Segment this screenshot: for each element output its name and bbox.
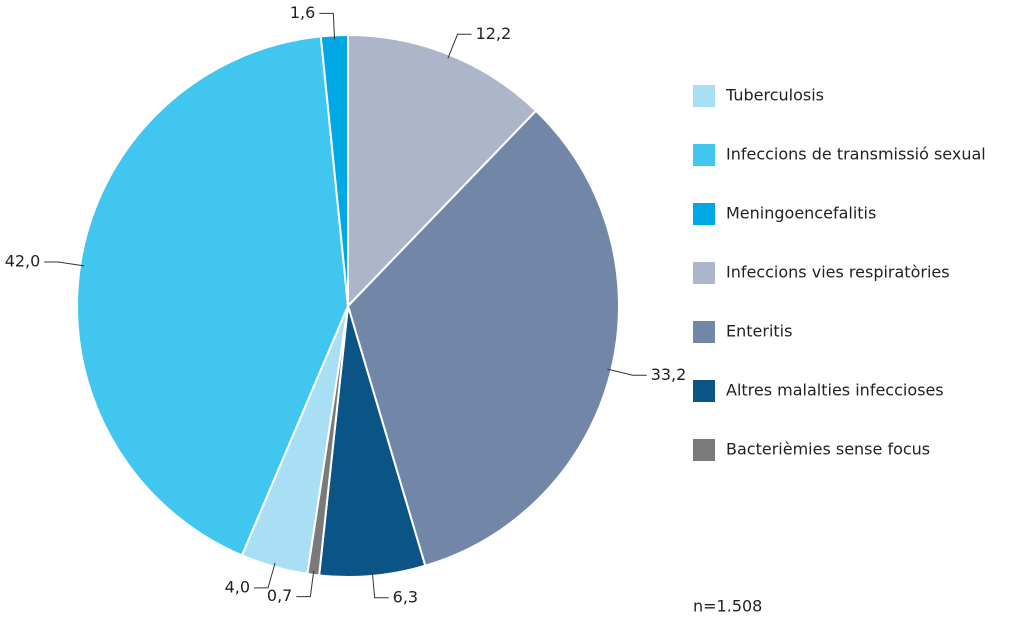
leader-line bbox=[44, 261, 85, 267]
legend-label: Bacterièmies sense focus bbox=[726, 440, 930, 459]
data-label: 1,6 bbox=[290, 3, 315, 22]
legend-swatch bbox=[693, 380, 715, 402]
data-label: 42,0 bbox=[5, 251, 41, 270]
legend-label: Meningoencefalitis bbox=[726, 204, 876, 223]
leader-line bbox=[254, 562, 276, 589]
legend-swatch bbox=[693, 144, 715, 166]
data-label: 0,7 bbox=[267, 586, 292, 605]
legend-swatch bbox=[693, 262, 715, 284]
legend-swatch bbox=[693, 85, 715, 107]
legend-swatch bbox=[693, 439, 715, 461]
legend-swatch bbox=[693, 321, 715, 343]
leader-line bbox=[607, 368, 647, 376]
legend-label: Infeccions de transmissió sexual bbox=[726, 145, 986, 164]
legend-label: Enteritis bbox=[726, 322, 792, 341]
leader-line bbox=[296, 570, 315, 598]
data-label: 12,2 bbox=[476, 24, 512, 43]
data-label: 6,3 bbox=[393, 587, 418, 606]
leader-line bbox=[447, 33, 472, 59]
data-label: 4,0 bbox=[225, 577, 250, 596]
legend-label: Altres malalties infeccioses bbox=[726, 381, 944, 400]
leader-line bbox=[319, 12, 336, 40]
data-label: 33,2 bbox=[651, 365, 687, 384]
legend-label: Infeccions vies respiratòries bbox=[726, 263, 950, 282]
legend-label: Tuberculosis bbox=[725, 86, 824, 105]
note: n=1.508 bbox=[693, 597, 762, 616]
legend-swatch bbox=[693, 203, 715, 225]
leader-line bbox=[371, 571, 389, 599]
